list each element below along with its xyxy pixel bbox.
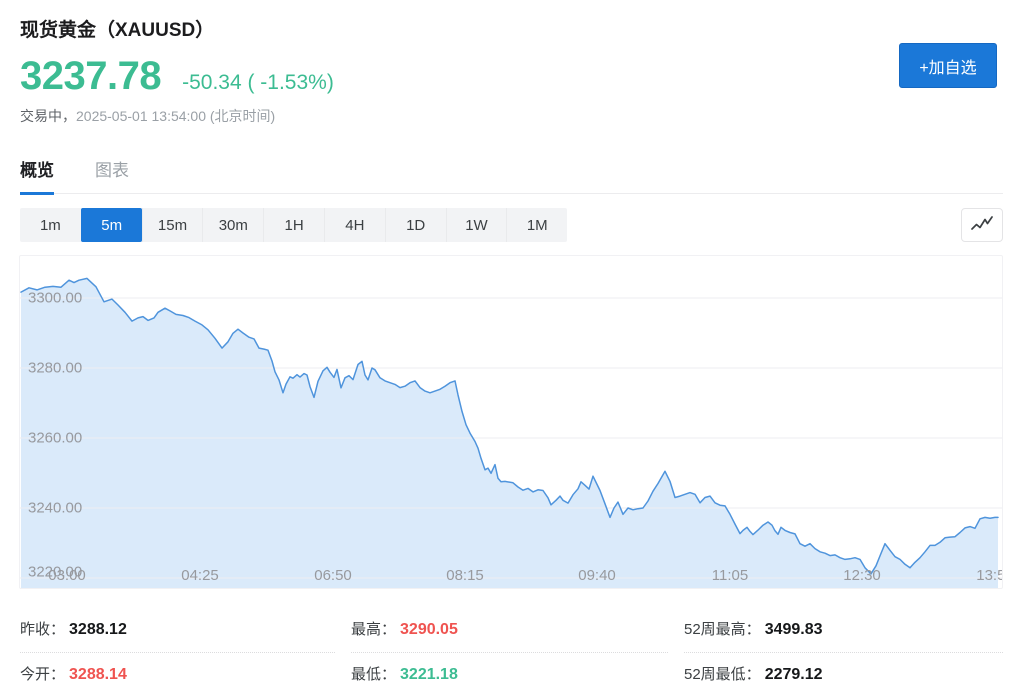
active-tab-underline: [20, 192, 54, 195]
current-price: 3237.78: [20, 54, 162, 98]
x-axis-label: 13:54: [976, 567, 1002, 584]
price-change: -50.34 ( -1.53%): [182, 71, 334, 94]
y-axis-label: 3280.00: [28, 359, 83, 377]
y-axis-label: 3220.00: [28, 563, 83, 581]
chart-gridlines: [20, 297, 1002, 579]
stat-high: 最高： 3290.05: [351, 608, 668, 653]
interval-15m[interactable]: 15m: [141, 208, 203, 242]
stat-label: 52周最高：: [684, 621, 761, 638]
stat-52w-low: 52周最低： 2279.12: [684, 653, 1003, 694]
x-axis-label: 03:00: [48, 567, 86, 584]
x-axis-label: 09:40: [578, 567, 616, 584]
stat-label: 今开：: [20, 666, 66, 683]
price-chart[interactable]: 3300.00 3280.00 3260.00 3240.00 3220.00 03:0…: [19, 255, 1003, 589]
stat-low: 最低： 3221.18: [351, 653, 668, 694]
quote-timestamp: 2025-05-01 13:54:00 (北京时间): [76, 108, 276, 124]
y-axis-label: 3260.00: [28, 429, 83, 447]
stat-open: 今开： 3288.14: [20, 653, 335, 694]
x-axis-label: 12:30: [843, 567, 881, 584]
interval-1m[interactable]: 1m: [20, 208, 81, 242]
add-watchlist-button[interactable]: +加自选: [899, 43, 997, 88]
stat-prev-close: 昨收： 3288.12: [20, 608, 335, 653]
interval-1M[interactable]: 1M: [506, 208, 567, 242]
tab-overview[interactable]: 概览: [20, 156, 54, 195]
trading-status: 交易中，: [20, 108, 76, 124]
interval-segmented-control: 1m 5m 15m 30m 1H 4H 1D 1W 1M: [20, 208, 568, 242]
interval-4H[interactable]: 4H: [323, 208, 385, 242]
stat-label: 最低：: [351, 666, 397, 683]
stat-label: 最高：: [351, 621, 397, 638]
y-axis-label: 3300.00: [28, 289, 83, 307]
interval-30m[interactable]: 30m: [202, 208, 263, 242]
trading-status-row: 交易中，2025-05-01 13:54:00 (北京时间): [20, 106, 1003, 126]
price-area: [21, 278, 998, 588]
stat-value: 2279.12: [764, 666, 823, 683]
x-axis-label: 11:05: [711, 567, 749, 584]
stat-value: 3499.83: [764, 621, 823, 638]
interval-1H[interactable]: 1H: [263, 208, 324, 242]
interval-1W[interactable]: 1W: [445, 208, 507, 242]
tab-chart[interactable]: 图表: [95, 161, 129, 180]
stat-label: 52周最低：: [684, 666, 761, 683]
stat-value: 3290.05: [400, 621, 458, 638]
stat-value: 3221.18: [400, 666, 458, 683]
chart-toolbar: 1m 5m 15m 30m 1H 4H 1D 1W 1M: [20, 208, 1003, 242]
x-axis-label: 08:15: [446, 567, 484, 584]
interval-1D[interactable]: 1D: [384, 208, 446, 242]
quote-stats: 昨收： 3288.12 最高： 3290.05 52周最高： 3499.83 今开： 3288…: [20, 608, 1003, 694]
y-axis-label: 3240.00: [28, 499, 83, 517]
chart-style-toggle-button[interactable]: [961, 208, 1003, 242]
stat-value: 3288.14: [69, 666, 127, 683]
stat-value: 3288.12: [69, 621, 127, 638]
x-axis-label: 04:25: [181, 567, 219, 584]
instrument-title: 现货黄金（XAUUSD）: [20, 20, 215, 41]
price-line: [20, 277, 999, 575]
stat-52w-high: 52周最高： 3499.83: [684, 608, 1003, 653]
price-row: 3237.78 -50.34 ( -1.53%): [20, 54, 1003, 99]
interval-5m[interactable]: 5m: [80, 208, 142, 242]
tab-bar: 概览 图表: [20, 156, 1003, 195]
x-axis-label: 06:50: [314, 567, 352, 584]
stat-label: 昨收：: [20, 621, 66, 638]
line-chart-icon: [971, 215, 993, 235]
